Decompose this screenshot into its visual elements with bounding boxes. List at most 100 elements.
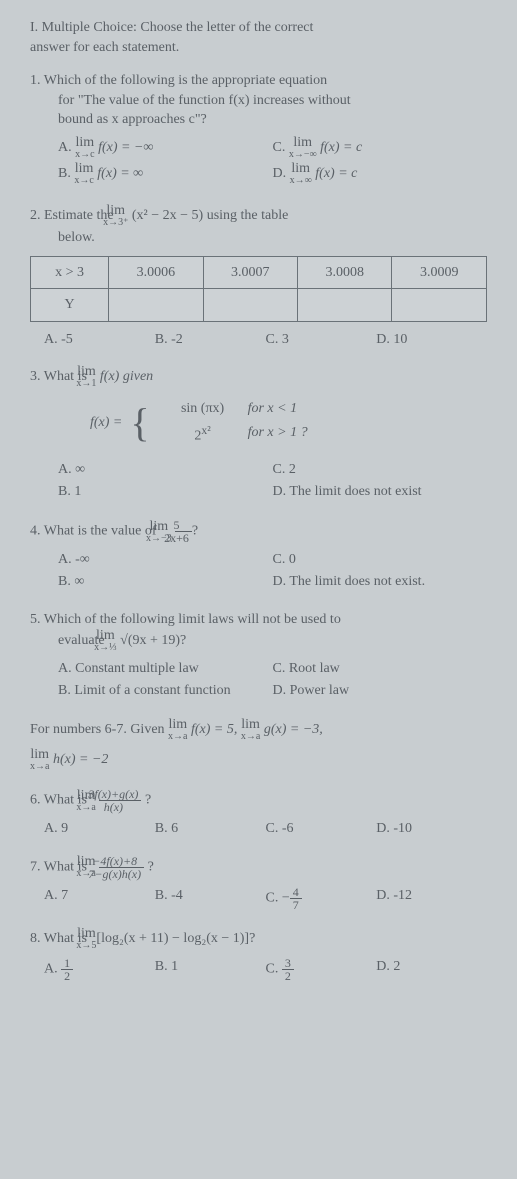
table-row: x > 3 3.0006 3.0007 3.0008 3.0009 <box>31 256 487 289</box>
q6-qmark: ? <box>141 793 151 808</box>
q8-opt-a: A. 12 <box>44 957 155 982</box>
q3-piecewise: f(x) = { sin (πx)for x < 1 2x²for x > 1 … <box>30 399 487 446</box>
q8-c-frac: 32 <box>282 957 294 982</box>
pre-l1t: lim <box>168 718 187 732</box>
q6-opt-d: D. -10 <box>376 819 487 839</box>
table-cell: x > 3 <box>31 256 109 289</box>
q1-a-rest: f(x) = −∞ <box>95 140 154 155</box>
q5-opt-b: B. Limit of a constant function <box>58 681 273 701</box>
q5-stem: 5. Which of the following limit laws wil… <box>30 610 487 654</box>
brace-icon: { <box>130 403 149 443</box>
table-cell: 3.0007 <box>203 256 297 289</box>
q3-case1-expr: sin (πx) <box>158 399 248 419</box>
pre-lim2: limx→a <box>241 718 260 742</box>
q3-cases: sin (πx)for x < 1 2x²for x > 1 ? <box>158 399 308 446</box>
q7-c-d: 7 <box>290 899 302 911</box>
q7-frac: −4f(x)+87−g(x)h(x) <box>99 855 144 880</box>
q4-opt-c: C. 0 <box>273 550 488 570</box>
q6-opt-b: B. 6 <box>155 819 266 839</box>
q6-opt-a: A. 9 <box>44 819 155 839</box>
q8-stem-b: [log₂(x + 11) − log₂(x − 1)]? <box>96 931 255 946</box>
q3-opt-d: D. The limit does not exist <box>273 482 488 502</box>
q1-a-lim-top: lim <box>75 136 94 150</box>
pre-l2t: lim <box>241 718 260 732</box>
table-cell <box>203 289 297 322</box>
q1-opt-b: B. limx→c f(x) = ∞ <box>58 162 273 186</box>
table-cell <box>392 289 487 322</box>
q3-case2-sup: x² <box>201 424 210 437</box>
q6-stem: 6. What is limx→a 3f(x)+g(x)h(x) ? <box>30 788 487 813</box>
q1-options: A. limx→c f(x) = −∞ C. limx→−∞ f(x) = c … <box>30 136 487 188</box>
q4-opt-b: B. ∞ <box>58 572 273 592</box>
q1-stem-l2: for "The value of the function f(x) incr… <box>44 93 351 108</box>
q8-opt-c: C. 32 <box>266 957 377 982</box>
q8-a-n: 1 <box>61 957 73 970</box>
q5-stem-l1: 5. Which of the following limit laws wil… <box>30 612 341 627</box>
question-6: 6. What is limx→a 3f(x)+g(x)h(x) ? A. 9 … <box>30 788 487 839</box>
question-8: 8. What is limx→5[log₂(x + 11) − log₂(x … <box>30 927 487 982</box>
q4-frac-d: 2x+6 <box>175 532 192 544</box>
table-cell: 3.0006 <box>109 256 203 289</box>
q8-c-d: 2 <box>282 970 294 982</box>
question-4: 4. What is the value of limx→−3 52x+6? A… <box>30 519 487 593</box>
table-cell: Y <box>31 289 109 322</box>
preamble-6-7: For numbers 6-7. Given limx→a f(x) = 5, … <box>30 718 487 772</box>
q5-options: A. Constant multiple law C. Root law B. … <box>30 659 487 702</box>
q2-stem: 2. Estimate the limx→3⁺ (x² − 2x − 5) us… <box>30 204 487 248</box>
q3-options: A. ∞ C. 2 B. 1 D. The limit does not exi… <box>30 460 487 503</box>
q1-c-label: C. <box>273 140 289 155</box>
q3-fx: f(x) = <box>90 413 122 433</box>
question-3: 3. What is limx→1 f(x) given f(x) = { si… <box>30 365 487 503</box>
q3-case2-expr: 2x² <box>158 423 248 446</box>
q5-lim-top: lim <box>108 629 117 643</box>
q4-stem: 4. What is the value of limx→−3 52x+6? <box>30 519 487 544</box>
q2-opt-c: C. 3 <box>266 330 377 350</box>
q8-options: A. 12 B. 1 C. 32 D. 2 <box>30 957 487 982</box>
q5-lim: limx→⅓ <box>108 629 117 653</box>
pre-l3r: h(x) = −2 <box>49 753 108 768</box>
q7-frac-n: −4f(x)+8 <box>99 855 144 868</box>
pre-l2r: g(x) = −3, <box>260 723 322 738</box>
table-cell: 3.0008 <box>298 256 392 289</box>
q1-d-rest: f(x) = c <box>312 166 358 181</box>
q5-lim-bot: x→⅓ <box>108 643 117 653</box>
q1-stem-l1: 1. Which of the following is the appropr… <box>30 73 327 88</box>
preamble-line1: For numbers 6-7. Given limx→a f(x) = 5, … <box>30 718 487 742</box>
q8-opt-b: B. 1 <box>155 957 266 982</box>
q2-stem-b: (x² − 2x − 5) using the table <box>128 208 288 223</box>
pre-l2b: x→a <box>241 732 260 742</box>
q1-b-lim-bot: x→c <box>74 176 93 186</box>
q2-options: A. -5 B. -2 C. 3 D. 10 <box>30 330 487 350</box>
q1-stem: 1. Which of the following is the appropr… <box>30 71 487 130</box>
q1-a-label: A. <box>58 140 75 155</box>
q7-opt-c: C. −47 <box>266 886 377 911</box>
pre-a: For numbers 6-7. Given <box>30 723 168 738</box>
q3-stem: 3. What is limx→1 f(x) given <box>30 365 487 389</box>
q5-stem-l2: evaluate limx→⅓ √(9x + 19)? <box>44 633 186 648</box>
q1-d-lim-bot: x→∞ <box>290 176 312 186</box>
q1-d-lim-top: lim <box>290 162 312 176</box>
section-header: I. Multiple Choice: Choose the letter of… <box>30 18 487 57</box>
q1-b-label: B. <box>58 166 74 181</box>
q4-options: A. -∞ C. 0 B. ∞ D. The limit does not ex… <box>30 550 487 593</box>
q1-opt-d: D. limx→∞ f(x) = c <box>273 162 488 186</box>
q8-c-n: 3 <box>282 957 294 970</box>
preamble-line2: limx→a h(x) = −2 <box>30 748 487 772</box>
q1-c-lim-top: lim <box>289 136 317 150</box>
q1-opt-a: A. limx→c f(x) = −∞ <box>58 136 273 160</box>
q7-c-n: 4 <box>290 886 302 899</box>
q2-opt-d: D. 10 <box>376 330 487 350</box>
q6-lim-bot: x→a <box>90 803 95 813</box>
q4-stem-a: 4. What is the value of <box>30 524 160 539</box>
q1-c-lim-bot: x→−∞ <box>289 150 317 160</box>
header-line1: I. Multiple Choice: Choose the letter of… <box>30 18 487 38</box>
q2-opt-b: B. -2 <box>155 330 266 350</box>
q7-frac-d: 7−g(x)h(x) <box>99 868 144 880</box>
question-7: 7. What is limx→a −4f(x)+87−g(x)h(x) ? A… <box>30 855 487 911</box>
q7-c-pre: C. − <box>266 891 290 906</box>
q4-qmark: ? <box>192 524 198 539</box>
pre-l3b: x→a <box>30 762 49 772</box>
pre-lim1: limx→a <box>168 718 187 742</box>
table-cell <box>298 289 392 322</box>
q1-d-lim: limx→∞ <box>290 162 312 186</box>
